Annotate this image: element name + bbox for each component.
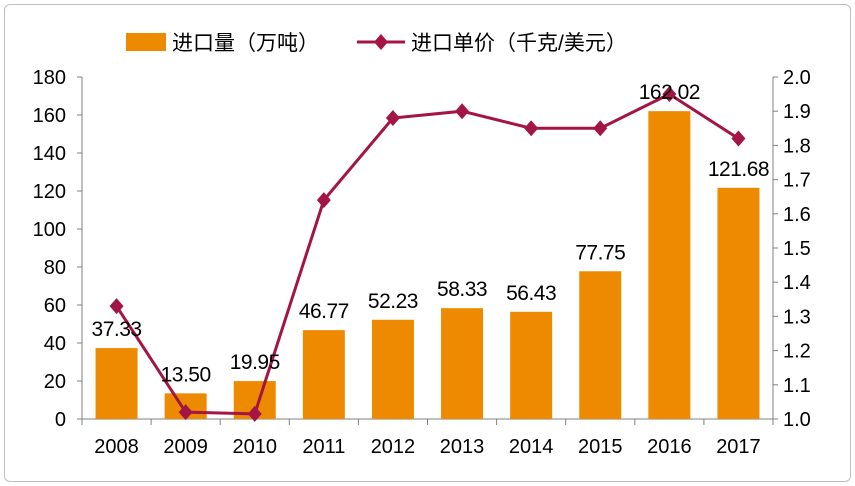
right-tick-label: 1.2 [783,341,811,363]
right-tick-label: 1.8 [783,135,811,157]
bar-data-label: 13.50 [161,363,211,386]
bar-data-label: 162.02 [639,81,700,104]
left-tick-label: 160 [33,105,66,127]
right-tick-label: 1.4 [783,272,811,294]
price-point-2014 [524,120,539,137]
left-tick-label: 40 [44,333,66,355]
price-point-2011 [316,192,331,209]
left-tick-label: 80 [44,257,66,279]
x-tick-label: 2013 [440,436,485,458]
bar-2013 [441,308,484,419]
price-point-2015 [593,120,608,137]
right-tick-label: 1.9 [783,101,811,123]
price-point-2010 [247,405,262,422]
right-tick-label: 1.3 [783,306,811,328]
right-tick-label: 1.0 [783,409,811,431]
x-tick-label: 2014 [509,436,554,458]
left-tick-label: 180 [33,67,66,89]
left-tick-label: 60 [44,295,66,317]
bar-2015 [579,271,622,419]
price-point-2017 [731,130,746,147]
bar-data-label: 77.75 [575,241,625,264]
right-tick-label: 1.5 [783,238,811,260]
left-tick-label: 120 [33,181,66,203]
left-tick-label: 20 [44,371,66,393]
bar-2011 [302,330,345,419]
x-tick-label: 2017 [716,436,761,458]
legend-bar-swatch [126,33,166,51]
price-point-2009 [178,404,193,421]
left-tick-label: 0 [55,409,66,431]
x-tick-label: 2011 [302,436,345,458]
x-tick-label: 2008 [94,436,139,458]
bar-data-label: 52.23 [368,290,418,313]
x-tick-label: 2012 [371,436,416,458]
bar-2016 [648,111,691,420]
bar-2012 [371,319,414,419]
legend-line-marker [374,34,388,50]
right-tick-label: 2.0 [783,67,811,89]
bar-data-label: 19.95 [230,351,280,374]
bar-2017 [717,187,760,419]
bar-data-label: 46.77 [299,300,349,323]
price-point-2012 [385,110,400,127]
price-point-2008 [109,298,124,315]
bar-data-label: 58.33 [437,278,487,301]
price-line [115,92,740,416]
right-tick-label: 1.1 [783,375,811,397]
x-tick-label: 2009 [163,436,208,458]
bar-2008 [95,348,138,419]
bar-data-label: 37.33 [92,318,142,341]
x-tick-label: 2016 [647,436,692,458]
x-tick-label: 2015 [578,436,623,458]
left-tick-label: 100 [33,219,66,241]
right-tick-label: 1.6 [783,204,811,226]
right-tick-label: 1.7 [783,170,811,192]
bar-data-label: 121.68 [708,158,769,181]
chart-frame [4,4,851,482]
x-tick-label: 2010 [233,436,278,458]
legend-bar-label: 进口量（万吨） [172,32,319,55]
price-point-2013 [455,103,470,120]
legend-line-label: 进口单价（千克/美元） [411,32,627,55]
bar-data-label: 56.43 [506,282,556,305]
price-point-2016 [662,86,677,103]
bar-2014 [510,311,553,419]
left-tick-label: 140 [33,143,66,165]
